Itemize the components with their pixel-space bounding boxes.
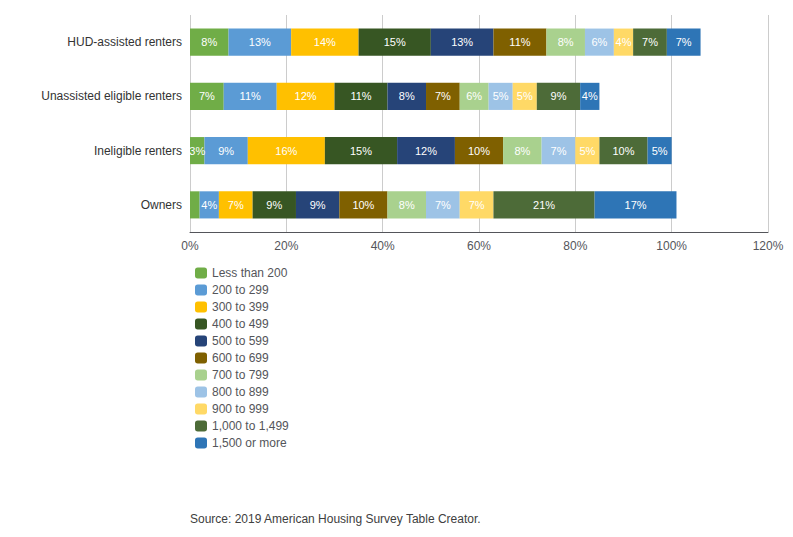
svg-text:7%: 7%: [435, 199, 451, 211]
svg-text:5%: 5%: [493, 90, 509, 102]
svg-text:7%: 7%: [676, 36, 692, 48]
svg-text:80%: 80%: [563, 239, 587, 253]
svg-text:Less than 200: Less than 200: [212, 266, 288, 280]
svg-text:20%: 20%: [274, 239, 298, 253]
svg-text:15%: 15%: [350, 145, 372, 157]
svg-text:10%: 10%: [352, 199, 374, 211]
svg-text:12%: 12%: [295, 90, 317, 102]
svg-text:6%: 6%: [591, 36, 607, 48]
svg-text:0%: 0%: [181, 239, 199, 253]
svg-text:10%: 10%: [468, 145, 490, 157]
svg-text:400 to 499: 400 to 499: [212, 317, 269, 331]
svg-text:600 to 699: 600 to 699: [212, 351, 269, 365]
svg-text:10%: 10%: [612, 145, 634, 157]
svg-text:13%: 13%: [451, 36, 473, 48]
svg-text:300 to 399: 300 to 399: [212, 300, 269, 314]
svg-text:8%: 8%: [399, 90, 415, 102]
svg-text:13%: 13%: [249, 36, 271, 48]
svg-text:500 to 599: 500 to 599: [212, 334, 269, 348]
svg-text:7%: 7%: [642, 36, 658, 48]
svg-text:15%: 15%: [384, 36, 406, 48]
svg-text:7%: 7%: [199, 90, 215, 102]
svg-text:11%: 11%: [350, 90, 371, 102]
svg-text:5%: 5%: [517, 90, 533, 102]
svg-text:9%: 9%: [551, 90, 567, 102]
svg-text:3%: 3%: [189, 145, 205, 157]
svg-text:4%: 4%: [201, 199, 217, 211]
svg-text:9%: 9%: [218, 145, 234, 157]
svg-text:6%: 6%: [466, 90, 482, 102]
svg-text:12%: 12%: [415, 145, 437, 157]
svg-text:14%: 14%: [314, 36, 336, 48]
svg-text:700 to 799: 700 to 799: [212, 368, 269, 382]
svg-text:11%: 11%: [240, 90, 261, 102]
svg-text:9%: 9%: [266, 199, 282, 211]
svg-text:11%: 11%: [509, 36, 530, 48]
svg-text:40%: 40%: [371, 239, 395, 253]
svg-text:60%: 60%: [467, 239, 491, 253]
svg-text:16%: 16%: [275, 145, 297, 157]
svg-text:17%: 17%: [625, 199, 647, 211]
svg-text:8%: 8%: [514, 145, 530, 157]
svg-text:Unassisted eligible renters: Unassisted eligible renters: [41, 89, 182, 103]
svg-text:900 to 999: 900 to 999: [212, 402, 269, 416]
svg-text:200 to 299: 200 to 299: [212, 283, 269, 297]
svg-text:4%: 4%: [616, 36, 632, 48]
svg-text:800 to 899: 800 to 899: [212, 385, 269, 399]
svg-text:5%: 5%: [652, 145, 668, 157]
svg-text:Source: 2019 American Housing: Source: 2019 American Housing Survey Tab…: [190, 512, 481, 526]
svg-text:5%: 5%: [579, 145, 595, 157]
svg-text:4%: 4%: [582, 90, 598, 102]
svg-text:HUD-assisted renters: HUD-assisted renters: [67, 35, 182, 49]
svg-text:9%: 9%: [310, 199, 326, 211]
svg-text:7%: 7%: [551, 145, 567, 157]
svg-text:7%: 7%: [469, 199, 485, 211]
svg-text:7%: 7%: [228, 199, 244, 211]
svg-text:21%: 21%: [533, 199, 555, 211]
svg-text:8%: 8%: [558, 36, 574, 48]
svg-text:Ineligible renters: Ineligible renters: [94, 144, 182, 158]
svg-text:8%: 8%: [399, 199, 415, 211]
svg-text:100%: 100%: [656, 239, 687, 253]
svg-text:7%: 7%: [435, 90, 451, 102]
svg-text:8%: 8%: [201, 36, 217, 48]
svg-text:1,500 or more: 1,500 or more: [212, 436, 287, 450]
svg-text:Owners: Owners: [141, 198, 182, 212]
svg-text:120%: 120%: [753, 239, 784, 253]
svg-text:1,000 to 1,499: 1,000 to 1,499: [212, 419, 289, 433]
